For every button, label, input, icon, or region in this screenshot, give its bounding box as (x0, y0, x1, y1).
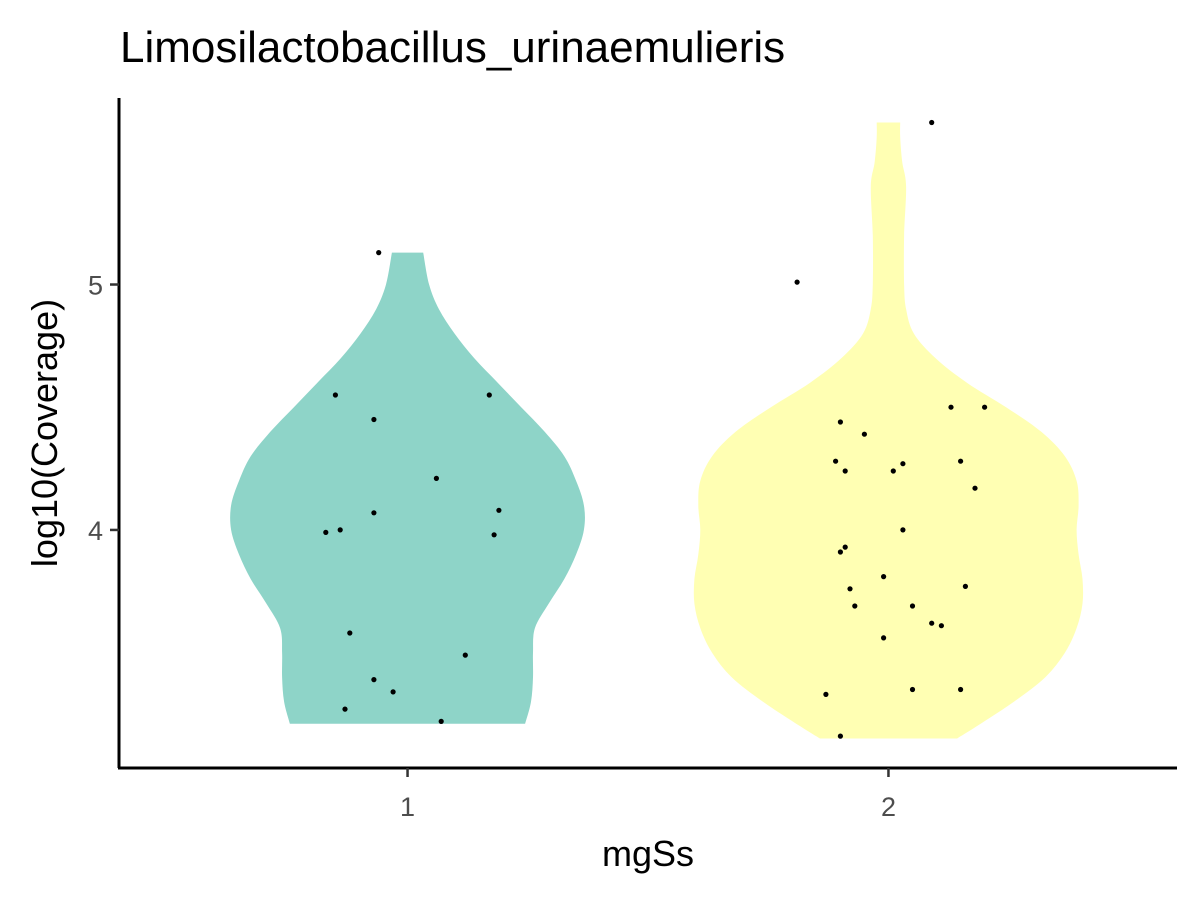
data-point (890, 468, 896, 474)
x-tick-label: 1 (400, 792, 415, 822)
data-point (938, 623, 945, 629)
y-axis-title: log10(Coverage) (24, 299, 65, 567)
data-point (847, 586, 853, 592)
data-point (496, 507, 502, 513)
data-point (462, 652, 468, 658)
data-point (861, 431, 868, 437)
data-point (794, 279, 800, 285)
violin-2 (693, 122, 1084, 739)
data-point (900, 461, 906, 467)
point-layer (323, 119, 988, 739)
data-point (842, 468, 848, 474)
data-point (837, 549, 844, 555)
data-point (948, 404, 954, 410)
data-point (881, 635, 887, 641)
data-point (491, 532, 497, 538)
data-point (909, 603, 916, 609)
data-point (342, 706, 348, 712)
y-tick-label: 4 (88, 516, 103, 546)
data-point (958, 458, 964, 464)
data-point (486, 392, 492, 398)
data-point (371, 510, 377, 516)
data-point (837, 419, 844, 425)
data-point (900, 527, 906, 533)
data-point (332, 392, 338, 398)
data-point (909, 686, 916, 693)
data-point (972, 485, 978, 491)
data-point (337, 527, 343, 533)
data-point (929, 620, 935, 626)
data-point (347, 630, 353, 636)
data-point (323, 529, 329, 536)
y-axis-ticks: 45 (88, 271, 119, 546)
data-point (929, 119, 935, 126)
data-point (833, 458, 839, 464)
data-point (438, 718, 444, 725)
data-point (823, 691, 829, 698)
x-tick-label: 2 (881, 792, 896, 822)
data-point (376, 250, 382, 256)
y-tick-label: 5 (88, 271, 103, 301)
data-point (433, 475, 439, 481)
x-axis-title: mgSs (602, 833, 694, 874)
data-point (881, 574, 887, 580)
data-point (852, 603, 858, 609)
violin-1 (230, 252, 585, 724)
data-point (371, 416, 377, 423)
data-point (371, 677, 377, 683)
chart-title: Limosilactobacillus_urinaemulieris (120, 23, 785, 72)
violin-layer (230, 122, 1084, 739)
data-point (390, 689, 396, 695)
data-point (837, 733, 844, 739)
data-point (962, 583, 969, 590)
data-point (958, 686, 964, 693)
data-point (842, 544, 848, 550)
data-point (982, 404, 988, 410)
